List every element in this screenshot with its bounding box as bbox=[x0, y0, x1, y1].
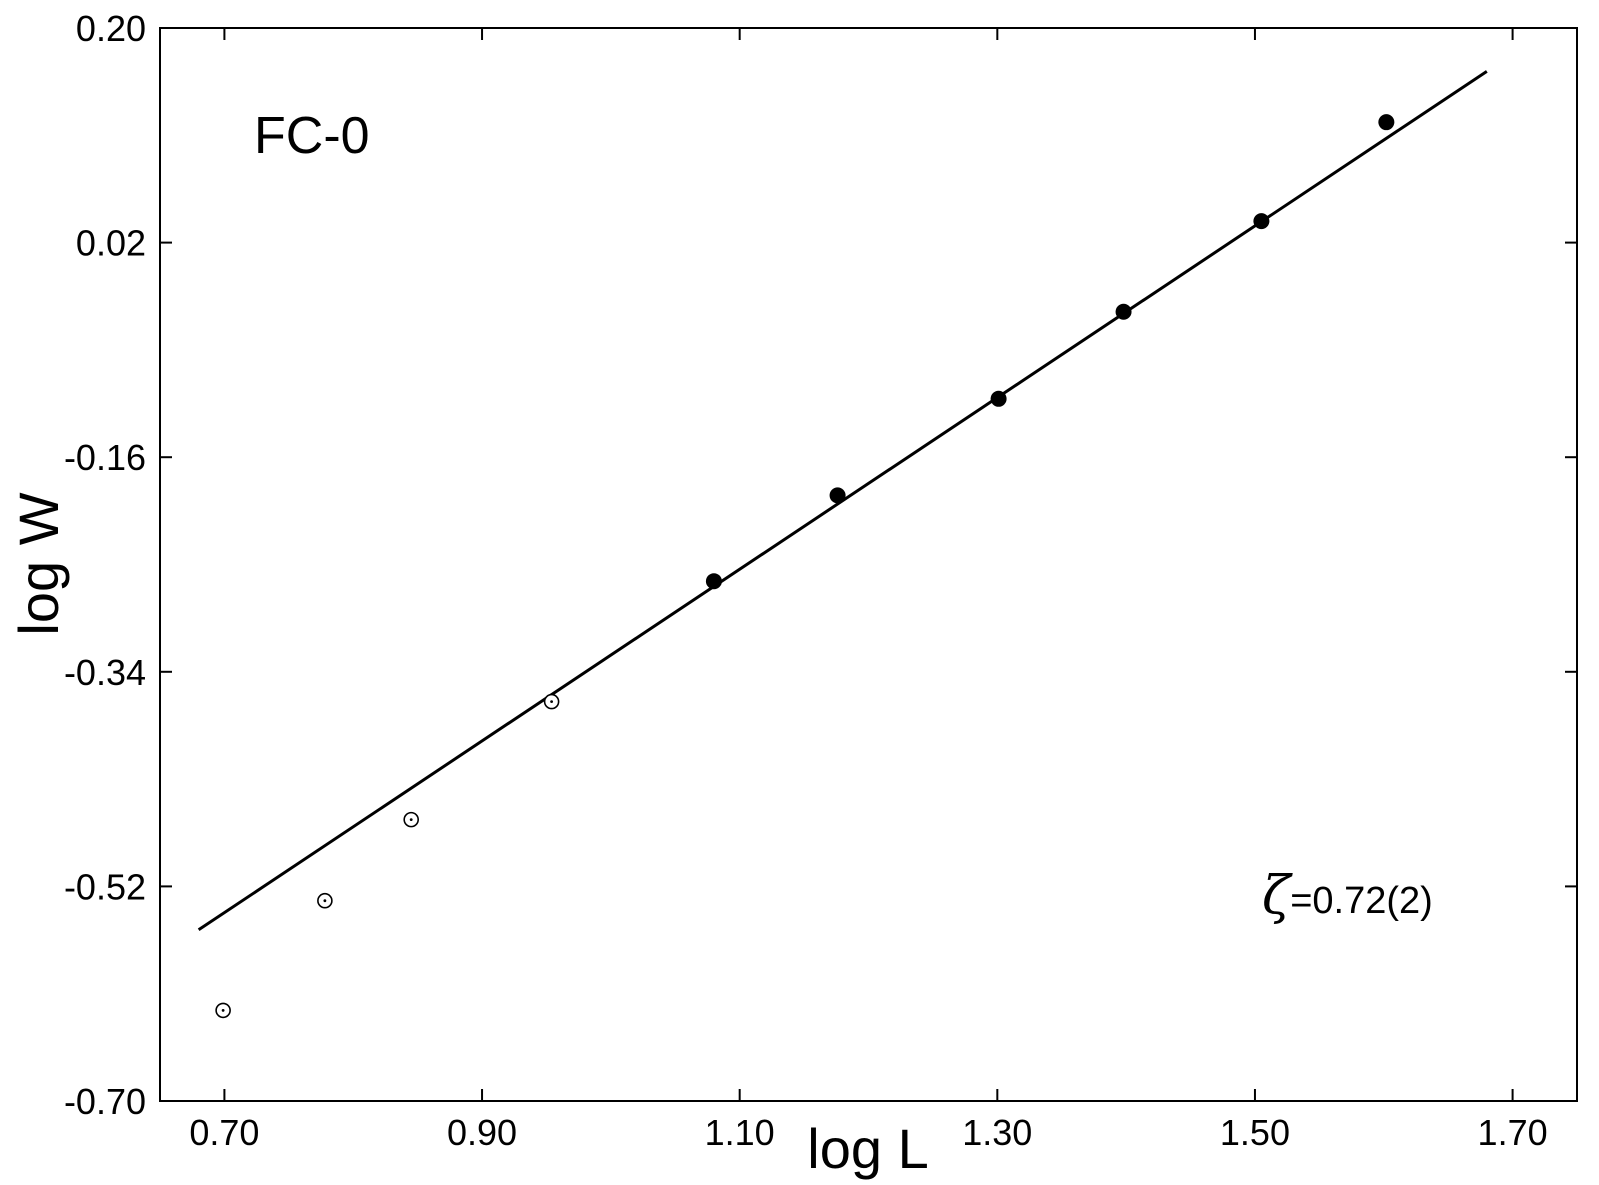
open-data-point bbox=[317, 892, 333, 909]
y-tick-label: -0.34 bbox=[64, 652, 146, 693]
panel-label: FC-0 bbox=[254, 107, 370, 165]
filled-data-point bbox=[1115, 303, 1132, 320]
y-tick-label: 0.20 bbox=[76, 8, 146, 49]
plot-frame bbox=[159, 27, 1578, 1102]
filled-data-point bbox=[1378, 114, 1395, 131]
filled-data-point bbox=[990, 390, 1007, 407]
zeta-value: =0.72(2) bbox=[1290, 880, 1433, 922]
y-tick-label: -0.16 bbox=[64, 437, 146, 478]
filled-data-point bbox=[1253, 213, 1270, 230]
x-tick-label: 0.90 bbox=[447, 1112, 517, 1153]
y-axis-title: log W bbox=[7, 492, 70, 635]
x-tick-label: 1.50 bbox=[1220, 1112, 1290, 1153]
axis-ticks bbox=[160, 27, 1577, 1102]
filled-data-point bbox=[829, 487, 846, 504]
zeta-symbol: ζ bbox=[1262, 866, 1293, 926]
x-tick-label: 0.70 bbox=[189, 1112, 259, 1153]
x-tick-label: 1.70 bbox=[1478, 1112, 1548, 1153]
open-data-point bbox=[215, 1002, 231, 1019]
open-data-point-dot bbox=[221, 1008, 225, 1012]
open-data-point bbox=[403, 811, 419, 828]
axis-tick-labels: 0.70 0.90 1.10 1.30 1.50 1.70 0.20 0.02 -0.16 -0.… bbox=[64, 8, 1548, 1153]
open-data-point-dot bbox=[323, 899, 327, 903]
y-tick-label: -0.52 bbox=[64, 866, 146, 907]
x-axis-title: log L bbox=[807, 1117, 928, 1180]
filled-data-point bbox=[705, 573, 722, 590]
x-tick-label: 1.10 bbox=[705, 1112, 775, 1153]
y-tick-label: 0.02 bbox=[76, 223, 146, 264]
open-data-point bbox=[543, 693, 560, 710]
x-tick-label: 1.30 bbox=[962, 1112, 1032, 1153]
zeta-annotation: ζ=0.72(2) bbox=[1262, 866, 1433, 926]
y-tick-label: -0.70 bbox=[64, 1081, 146, 1122]
data-points bbox=[215, 114, 1395, 1019]
open-data-point-dot bbox=[409, 818, 413, 822]
open-data-point-dot bbox=[550, 700, 554, 704]
